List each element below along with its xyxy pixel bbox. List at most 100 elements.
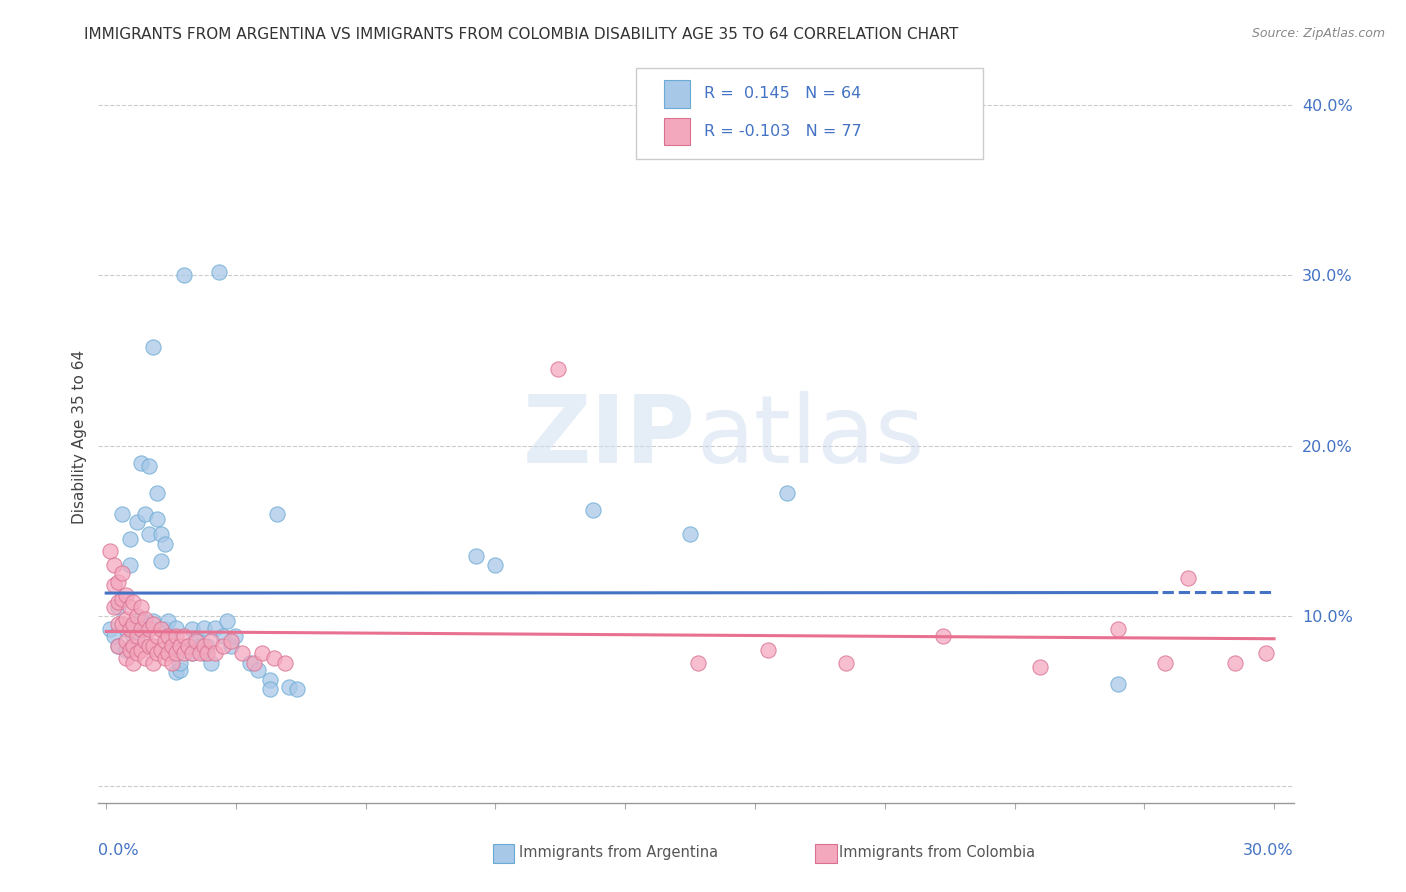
Bar (494, 845, 515, 863)
Point (149, 622, 172, 636)
Point (180, 622, 202, 636)
Point (165, 621, 187, 635)
Point (103, 578, 125, 592)
Text: Immigrants from Colombia: Immigrants from Colombia (839, 845, 1035, 860)
Point (118, 558, 141, 572)
Point (219, 634, 242, 648)
Point (114, 612, 136, 626)
Point (239, 657, 262, 671)
Point (547, 362, 569, 376)
Point (1154, 657, 1177, 671)
Point (138, 458, 160, 473)
Point (776, 486, 799, 500)
Point (162, 640, 184, 654)
Point (157, 614, 180, 628)
Point (259, 681, 281, 696)
Point (274, 657, 297, 671)
Point (686, 657, 709, 671)
Point (107, 640, 129, 654)
Point (484, 558, 506, 572)
Point (157, 629, 180, 643)
Point (114, 588, 136, 602)
Point (146, 486, 169, 500)
Point (114, 622, 136, 636)
Point (142, 640, 165, 654)
Point (679, 527, 702, 541)
Point (134, 612, 156, 626)
Point (247, 663, 270, 677)
Point (122, 657, 145, 671)
Point (142, 614, 165, 628)
Point (1223, 657, 1246, 671)
Point (177, 640, 200, 654)
Point (114, 642, 136, 657)
Point (138, 640, 160, 654)
Point (204, 646, 226, 660)
Point (208, 265, 231, 279)
Point (127, 634, 149, 648)
Point (103, 629, 125, 643)
Point (162, 657, 184, 671)
Point (114, 651, 136, 665)
Bar (815, 845, 837, 863)
Point (1107, 622, 1129, 636)
Point (103, 600, 125, 615)
Point (153, 634, 176, 648)
Point (122, 595, 145, 609)
Text: atlas: atlas (696, 391, 924, 483)
Point (465, 549, 488, 563)
Point (173, 646, 195, 660)
Point (138, 527, 160, 541)
Point (107, 600, 129, 615)
Point (215, 614, 238, 628)
Text: Immigrants from Argentina: Immigrants from Argentina (519, 845, 718, 860)
Point (180, 646, 202, 660)
Text: ZIP: ZIP (523, 391, 696, 483)
Point (153, 651, 176, 665)
Point (250, 646, 273, 660)
Point (107, 595, 129, 609)
Point (212, 640, 235, 654)
Point (111, 507, 134, 521)
Point (243, 657, 266, 671)
Point (835, 657, 858, 671)
Point (169, 640, 191, 654)
Point (200, 634, 222, 648)
Point (165, 629, 187, 643)
Point (165, 646, 187, 660)
Point (582, 503, 605, 517)
Point (107, 617, 129, 632)
Point (157, 646, 180, 660)
Point (169, 663, 191, 677)
Point (188, 646, 211, 660)
Point (193, 640, 215, 654)
Point (127, 608, 149, 623)
Point (129, 642, 152, 657)
Point (146, 629, 169, 643)
Text: 30.0%: 30.0% (1243, 843, 1294, 858)
Point (188, 640, 211, 654)
Point (278, 680, 301, 694)
Point (134, 507, 156, 521)
Point (129, 456, 152, 470)
Point (127, 629, 149, 643)
Point (1256, 646, 1278, 660)
Bar (664, 79, 690, 108)
Point (111, 591, 134, 606)
Point (142, 657, 165, 671)
Point (162, 646, 184, 660)
Point (219, 640, 242, 654)
Point (259, 673, 281, 688)
Point (184, 631, 207, 645)
Point (98, 544, 121, 558)
Text: R =  0.145   N = 64: R = 0.145 N = 64 (704, 87, 862, 101)
Point (1177, 571, 1199, 585)
Point (173, 268, 195, 283)
Point (134, 651, 156, 665)
Point (103, 558, 125, 572)
Point (285, 681, 308, 696)
Point (224, 629, 246, 643)
Point (197, 646, 219, 660)
Bar (664, 118, 690, 145)
Point (142, 617, 165, 632)
